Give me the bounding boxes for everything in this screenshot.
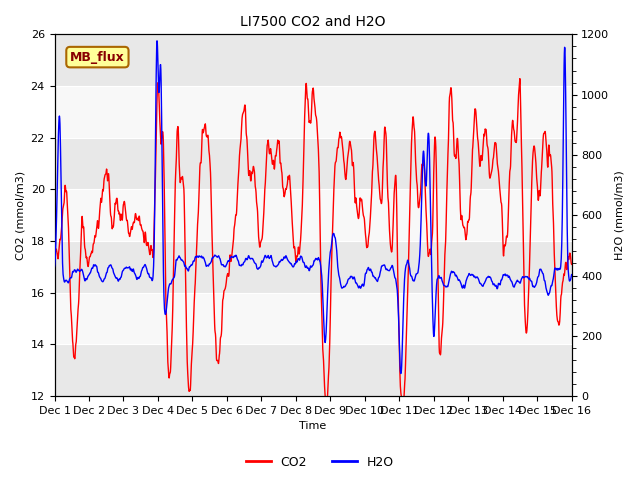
Bar <box>54 241 572 293</box>
Bar <box>54 190 572 241</box>
Title: LI7500 CO2 and H2O: LI7500 CO2 and H2O <box>240 15 386 29</box>
Bar <box>54 35 572 86</box>
Text: MB_flux: MB_flux <box>70 50 125 64</box>
Bar <box>54 86 572 138</box>
X-axis label: Time: Time <box>300 421 326 432</box>
Bar <box>54 138 572 190</box>
Legend: CO2, H2O: CO2, H2O <box>241 451 399 474</box>
Y-axis label: H2O (mmol/m3): H2O (mmol/m3) <box>615 170 625 260</box>
Y-axis label: CO2 (mmol/m3): CO2 (mmol/m3) <box>15 171 25 260</box>
Bar <box>54 345 572 396</box>
Bar <box>54 293 572 345</box>
